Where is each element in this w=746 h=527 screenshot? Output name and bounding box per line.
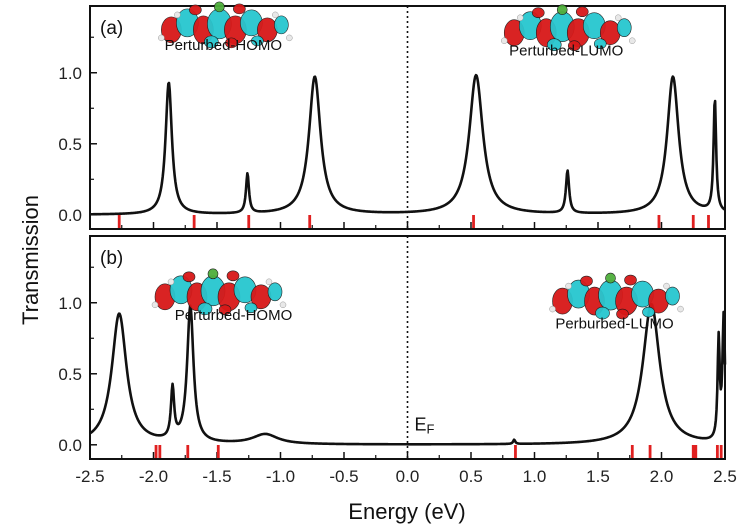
orbital-lobe — [595, 306, 610, 320]
orbital-lobe — [556, 4, 568, 16]
fermi-level-label: EF — [415, 415, 435, 437]
x-tick-label: -1.5 — [202, 467, 231, 486]
orbital-lobe — [226, 270, 240, 282]
orbital-lobe — [204, 35, 219, 49]
orbital-illustration — [549, 272, 684, 320]
x-tick-label: -1.0 — [266, 467, 295, 486]
orbital-lobe — [546, 38, 562, 52]
orbital-lobe — [225, 37, 238, 49]
panel-a: 0.0 0.5 1.0 Perturbed-HOMO Perturbed-LUMO (a) — [58, 1, 726, 230]
orbital-lobe — [182, 271, 196, 283]
y-axis-title: Transmission — [18, 195, 43, 325]
orbital-lobe — [274, 15, 289, 35]
x-tick-label: 2.5 — [713, 467, 737, 486]
panel-label: (a) — [100, 18, 123, 39]
orbital-lobe — [605, 272, 616, 284]
orbital-lobe — [189, 4, 202, 16]
y-tick-label: 1.0 — [58, 64, 82, 83]
orbital-lobe — [233, 3, 246, 15]
orbital-label: Perturbed-HOMO — [175, 307, 293, 324]
orbital-lobe — [197, 302, 213, 316]
orbital-label: Perburbed-LUMO — [555, 315, 673, 332]
transmission-curve — [89, 302, 727, 446]
x-axis-title: Energy (eV) — [348, 499, 465, 524]
orbital-lobe — [218, 304, 232, 316]
orbital-atom — [517, 14, 524, 21]
fermi-label-subscript: F — [427, 422, 435, 437]
orbital-atom — [615, 14, 622, 21]
x-tick-labels: -2.5 -2.0 -1.5 -1.0 -0.5 0.0 0.5 1.0 1.5 2.0 2.5 — [75, 467, 736, 486]
orbital-lobe — [244, 302, 258, 314]
fermi-label-main: E — [415, 415, 427, 435]
y-tick-label: 0.5 — [58, 365, 82, 384]
x-tick-label: 1.5 — [586, 467, 610, 486]
orbital-atom — [174, 11, 181, 19]
orbital-lobe — [267, 282, 283, 302]
orbital-atom — [629, 37, 636, 44]
orbital-atom — [501, 37, 508, 44]
orbital-lobe — [575, 6, 589, 18]
orbital-lobe — [593, 38, 607, 50]
orbital-illustration — [501, 4, 636, 52]
orbital-atom — [279, 301, 287, 309]
orbital-illustration — [158, 1, 293, 49]
orbital-atom — [286, 34, 293, 42]
orbital-atom — [265, 278, 273, 286]
x-tick-label: 0.5 — [459, 467, 483, 486]
orbital-atom — [167, 278, 175, 286]
panel-b: 0.0 0.5 1.0 Perturbed-HOMO Perburbed-LUMO (b) — [58, 235, 727, 460]
x-tick-label: 2.0 — [650, 467, 674, 486]
orbital-lobe — [642, 306, 655, 318]
orbital-lobe — [531, 7, 545, 19]
x-tick-label: -2.0 — [139, 467, 168, 486]
orbital-lobe — [580, 275, 593, 287]
orbital-atom — [151, 301, 159, 309]
orbital-lobe — [616, 18, 632, 38]
orbital-lobe — [207, 268, 219, 280]
orbital-atom — [549, 305, 556, 313]
orbital-atom — [663, 282, 670, 290]
orbital-atom — [677, 305, 684, 313]
orbital-atom — [158, 34, 165, 42]
orbital-lobe — [251, 35, 264, 47]
orbital-lobe — [665, 286, 680, 306]
x-tick-label: 1.0 — [523, 467, 547, 486]
y-tick-label: 0.0 — [58, 436, 82, 455]
y-tick-label: 1.0 — [58, 294, 82, 313]
panel-label: (b) — [100, 248, 123, 269]
orbital-lobe — [214, 1, 225, 13]
y-tick-label: 0.0 — [58, 206, 82, 225]
x-tick-label: -2.5 — [75, 467, 104, 486]
orbital-atom — [565, 282, 572, 290]
y-tick-label: 0.5 — [58, 135, 82, 154]
orbital-label: Perturbed-LUMO — [509, 43, 623, 60]
x-tick-label: 0.0 — [396, 467, 420, 486]
orbital-label: Perturbed-HOMO — [165, 37, 283, 54]
orbital-illustration — [151, 268, 287, 316]
x-tick-label: -0.5 — [329, 467, 358, 486]
panels-group: 0.0 0.5 1.0 Perturbed-HOMO Perturbed-LUMO (a)… — [58, 1, 727, 460]
transmission-curve — [89, 73, 726, 216]
orbital-atom — [272, 11, 279, 19]
orbital-lobe — [624, 274, 637, 286]
orbital-lobe — [616, 308, 629, 320]
orbital-lobe — [567, 40, 581, 52]
